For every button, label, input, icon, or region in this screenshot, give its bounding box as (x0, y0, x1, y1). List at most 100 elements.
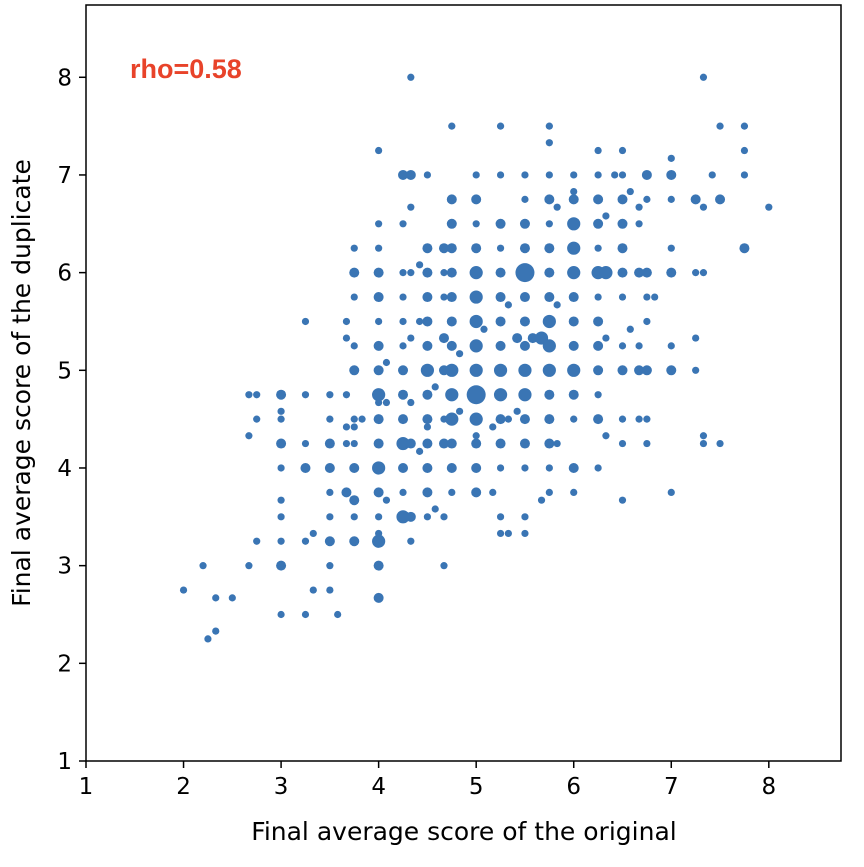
data-point (521, 513, 529, 521)
data-point (349, 495, 360, 506)
data-point (495, 316, 506, 327)
data-point (422, 340, 433, 351)
data-point (350, 342, 358, 350)
data-point (349, 536, 360, 547)
data-point (396, 510, 410, 524)
data-point (342, 423, 351, 431)
data-point (667, 488, 675, 496)
data-point (643, 317, 651, 326)
data-point (277, 407, 285, 415)
plot-frame (85, 4, 842, 762)
data-point (699, 203, 708, 211)
data-point (611, 171, 619, 179)
data-point (375, 317, 383, 326)
data-point (618, 293, 627, 301)
data-point (493, 363, 508, 377)
data-point (334, 610, 342, 619)
data-point (643, 293, 651, 301)
data-point (349, 462, 360, 473)
data-point (245, 562, 253, 570)
data-point (373, 267, 384, 278)
data-point (469, 266, 483, 280)
data-point (519, 292, 530, 303)
data-point (618, 439, 627, 448)
data-point (326, 488, 334, 496)
data-point (740, 146, 749, 155)
data-point (349, 267, 360, 278)
data-point (446, 462, 457, 473)
data-point (593, 218, 604, 229)
data-point (626, 325, 634, 333)
data-point (594, 171, 602, 179)
data-point (480, 325, 488, 333)
data-point (373, 487, 384, 498)
data-point (519, 438, 530, 449)
y-axis-ticks: 1 2 3 4 5 6 7 8 (57, 65, 86, 775)
data-point (446, 194, 457, 205)
data-point (446, 340, 457, 351)
data-point (570, 488, 578, 496)
data-point (324, 462, 335, 473)
data-point (469, 363, 483, 377)
data-point (228, 594, 236, 602)
data-point (440, 513, 448, 521)
data-point (212, 594, 220, 602)
data-point (544, 389, 555, 400)
data-point (544, 438, 555, 449)
data-point (471, 438, 482, 449)
data-point (545, 139, 553, 147)
data-point (568, 194, 579, 205)
data-point (570, 415, 578, 423)
data-point (618, 496, 627, 504)
data-point (537, 496, 546, 504)
data-point (489, 488, 497, 496)
data-point (309, 586, 317, 594)
data-point (349, 365, 360, 376)
data-point (495, 267, 506, 278)
data-point (350, 293, 358, 301)
data-point (567, 241, 581, 255)
data-point (446, 243, 457, 254)
data-point (521, 171, 529, 179)
data-point (448, 488, 456, 496)
data-point (277, 496, 285, 504)
data-point (593, 414, 604, 425)
data-point (398, 365, 409, 376)
data-point (708, 171, 716, 179)
data-point (438, 243, 449, 254)
data-point (422, 292, 433, 303)
data-point (512, 333, 523, 344)
data-point (545, 171, 553, 179)
data-point (405, 511, 416, 522)
data-point (324, 536, 335, 547)
data-point (416, 261, 424, 269)
data-point (544, 243, 555, 254)
data-point (326, 513, 334, 521)
data-point (326, 415, 334, 423)
data-point (440, 293, 448, 301)
data-point (594, 244, 602, 252)
data-point (542, 363, 556, 377)
data-point (495, 292, 506, 303)
data-point (739, 243, 750, 254)
data-point (446, 292, 457, 303)
data-point (373, 365, 384, 376)
data-point (407, 73, 415, 81)
data-point (469, 412, 483, 426)
y-tick-label: 1 (57, 749, 72, 775)
data-point (527, 333, 538, 344)
data-point (496, 171, 505, 179)
x-axis-label: Final average score of the original (251, 817, 676, 846)
y-tick-label: 2 (57, 651, 72, 677)
data-point (358, 415, 366, 423)
data-point (765, 203, 773, 211)
data-point (568, 462, 579, 473)
data-point (667, 154, 675, 162)
data-point (445, 388, 459, 402)
data-point (519, 340, 530, 351)
data-point (599, 266, 613, 280)
data-point (496, 529, 505, 538)
data-point (422, 243, 433, 254)
data-point (699, 439, 708, 448)
data-point (519, 243, 530, 254)
